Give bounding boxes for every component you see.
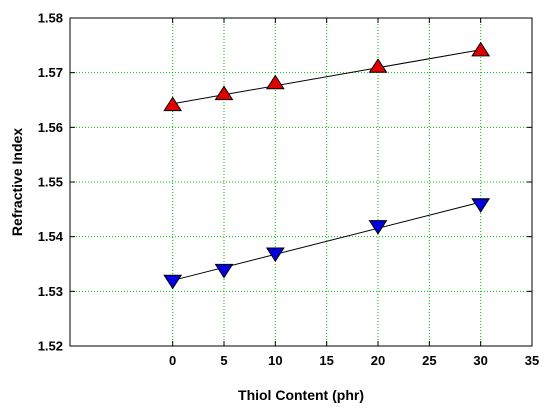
x-tick-label: 15	[319, 353, 333, 368]
y-tick-label: 1.53	[38, 284, 63, 299]
x-tick-label: 5	[220, 353, 227, 368]
x-tick-label: 10	[268, 353, 282, 368]
data-point-series-1	[471, 41, 491, 57]
x-tick-label: 20	[371, 353, 385, 368]
y-tick-label: 1.57	[38, 65, 63, 80]
y-tick-labels: 1.52 1.53 1.54 1.55 1.56 1.57 1.58	[38, 11, 64, 354]
y-tick-label: 1.52	[38, 339, 63, 354]
y-tick-label: 1.54	[38, 229, 64, 244]
data-point-series-1	[163, 96, 183, 112]
y-tick-label: 1.56	[38, 120, 63, 135]
y-tick-label: 1.55	[38, 175, 63, 190]
x-tick-label: 25	[422, 353, 436, 368]
x-axis-title: Thiol Content (phr)	[238, 387, 364, 403]
data-point-series-2	[265, 247, 285, 263]
x-tick-label: 0	[169, 353, 176, 368]
data-markers	[163, 41, 491, 290]
axis-ticks	[70, 17, 533, 347]
x-tick-label: 35	[525, 353, 539, 368]
x-tick-label: 30	[473, 353, 487, 368]
data-point-series-2	[471, 198, 491, 213]
data-point-series-1	[368, 58, 388, 73]
data-point-series-1	[214, 85, 234, 101]
data-point-series-2	[214, 263, 234, 279]
y-tick-label: 1.58	[38, 11, 63, 26]
data-point-series-1	[265, 74, 285, 90]
grid-lines	[70, 17, 533, 347]
data-point-series-2	[368, 220, 388, 235]
data-point-series-2	[163, 274, 183, 290]
x-tick-labels: 0 5 10 15 20 25 30 35	[169, 353, 539, 368]
y-axis-title: Refractive Index	[9, 128, 25, 236]
